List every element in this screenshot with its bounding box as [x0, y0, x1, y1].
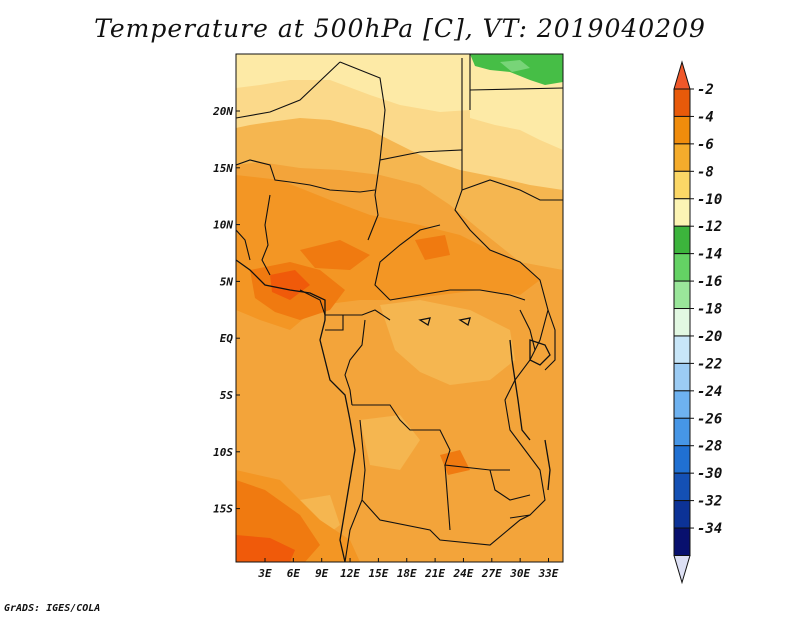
colorbar-label: -26 [697, 411, 722, 427]
lat-tick-label: 10N [213, 219, 233, 232]
colorbar-swatch [673, 225, 691, 255]
lon-tick-label: 27E [481, 567, 502, 580]
colorbar-bottom-arrow [673, 554, 691, 585]
cold-patch-light [500, 60, 530, 72]
colorbar-swatch [673, 88, 691, 117]
lon-tick-label: 21E [424, 567, 445, 580]
colorbar-label: -30 [697, 466, 722, 482]
colorbar-swatch [673, 335, 691, 364]
lat-tick-label: 15N [213, 162, 233, 175]
colorbar-label: -24 [697, 384, 722, 400]
lon-tick-label: 15E [368, 567, 388, 580]
colorbar-swatch [673, 362, 691, 392]
lat-tick-label: 5N [220, 275, 234, 288]
lat-tick-label: 20N [212, 105, 233, 118]
colorbar-top-arrow [673, 60, 691, 90]
lon-tick-label: 3E [257, 567, 272, 580]
sahara-pale-region [236, 54, 470, 112]
colorbar-swatch [673, 500, 691, 529]
colorbar-label: -28 [697, 439, 722, 455]
colorbar-label: -18 [697, 302, 722, 318]
latitude-axis: 20N 15N 10N 5N EQ 5S 10S 15S [212, 105, 240, 516]
lon-tick-label: 30E [509, 567, 530, 580]
colorbar-swatch [673, 527, 691, 556]
colorbar-swatch [673, 143, 691, 172]
map-frame [235, 53, 564, 563]
lat-tick-label: 5S [220, 389, 234, 402]
colorbar-swatch [673, 253, 691, 282]
plot-title: Temperature at 500hPa [C], VT: 201904020… [94, 14, 706, 43]
grads-credit: GrADS: IGES/COLA [4, 603, 101, 614]
cool-patch-central [380, 300, 515, 385]
colorbar-swatch [673, 417, 691, 447]
colorbar-label: -14 [697, 247, 722, 263]
coastlines-and-lakes [236, 259, 551, 562]
colorbar-label: -6 [697, 137, 714, 153]
lon-tick-label: 24E [453, 567, 474, 580]
colorbar: -2 -4 -6 -8 -10 -12 -14 -16 -18 -20 -22 -24 -26 -28 -3… [673, 60, 722, 585]
longitude-axis: 3E 6E 9E 12E 15E 18E 21E 24E 27E 30E 33E [257, 558, 559, 580]
hotter-patch-gulf [270, 270, 310, 300]
colorbar-swatch [673, 390, 691, 419]
colorbar-label: -34 [697, 521, 722, 537]
colorbar-label: -8 [697, 164, 714, 180]
lon-tick-label: 33E [538, 567, 559, 580]
colorbar-label: -16 [697, 274, 722, 290]
hot-patch-east [415, 235, 450, 260]
colorbar-swatch [673, 115, 691, 145]
lon-tick-label: 6E [287, 567, 301, 580]
colorbar-swatch [673, 472, 691, 502]
colorbar-label: -2 [697, 82, 714, 98]
hot-patch-interior [300, 240, 370, 270]
colorbar-swatch [673, 280, 691, 310]
colorbar-swatch [673, 445, 691, 474]
lon-tick-label: 18E [397, 567, 417, 580]
colorbar-label: -32 [697, 494, 722, 510]
cool-patch-south [360, 415, 420, 470]
hotter-patch-southwest [236, 535, 295, 562]
lat-tick-label: EQ [220, 332, 234, 345]
colorbar-swatch [673, 198, 691, 227]
colorbar-swatch [673, 170, 691, 200]
lon-tick-label: 12E [340, 567, 360, 580]
colorbar-label: -20 [697, 329, 722, 345]
colorbar-label: -10 [697, 192, 722, 208]
lat-tick-label: 15S [213, 503, 233, 516]
temperature-field [236, 54, 563, 562]
colorbar-label: -4 [697, 109, 714, 125]
colorbar-label: -12 [697, 219, 722, 235]
country-boundaries [236, 54, 563, 562]
lon-tick-label: 9E [315, 567, 329, 580]
colorbar-label: -22 [697, 356, 722, 372]
lat-tick-label: 10S [213, 446, 233, 459]
colorbar-swatch [673, 308, 691, 337]
